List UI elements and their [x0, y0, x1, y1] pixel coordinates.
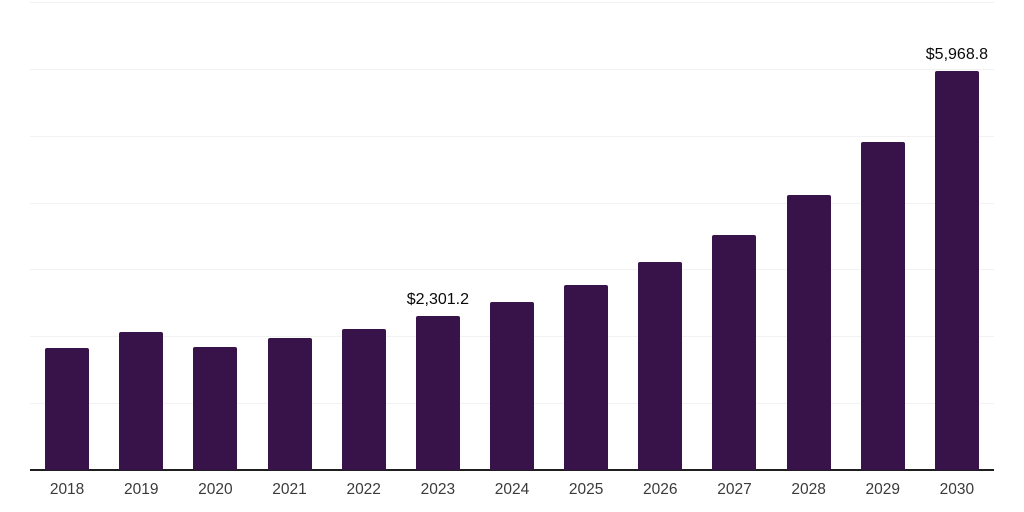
bar-2028	[786, 195, 831, 470]
bar-value-label-2023: $2,301.2	[406, 291, 469, 309]
x-tick-label-2020: 2020	[198, 481, 233, 498]
x-tick-label-2019: 2019	[123, 481, 159, 498]
x-tick-label-2027: 2027	[717, 481, 752, 498]
bar-2029	[860, 142, 905, 470]
bar-2021	[267, 337, 312, 470]
bar-2018	[45, 348, 90, 470]
bar-2026	[638, 262, 683, 470]
x-tick-label-2025: 2025	[568, 481, 604, 498]
x-axis: 2018 2019 2020 2021 2022 2023 2024 2025 2026 2027…	[30, 479, 994, 503]
x-axis-line	[30, 469, 994, 471]
x-tick-label-2018: 2018	[49, 481, 85, 498]
x-tick-label-2021: 2021	[272, 481, 307, 498]
gridline	[30, 68, 994, 70]
x-tick-label-2030: 2030	[939, 481, 975, 498]
gridline	[30, 135, 994, 137]
bar-2025	[564, 285, 609, 470]
x-tick-label-2024: 2024	[494, 481, 530, 498]
x-tick-label-2022: 2022	[346, 481, 381, 498]
gridline	[30, 2, 994, 3]
x-tick-label-2029: 2029	[865, 481, 901, 498]
gridline	[30, 202, 994, 204]
bar-2030	[934, 70, 979, 470]
x-tick-label-2028: 2028	[791, 481, 826, 498]
bar-value-label-2030: $5,968.8	[925, 45, 989, 63]
plot-area: $2,301.2 $5,968.8	[30, 2, 994, 471]
x-tick-label-2026: 2026	[643, 481, 678, 498]
bar-2022	[341, 328, 386, 470]
bar-2027	[712, 235, 757, 470]
gridline	[30, 269, 994, 271]
bar-2023	[415, 316, 460, 470]
x-tick-label-2023: 2023	[420, 481, 456, 498]
bar-2020	[193, 347, 238, 470]
bar-2024	[490, 302, 534, 470]
bar-2019	[119, 332, 164, 470]
